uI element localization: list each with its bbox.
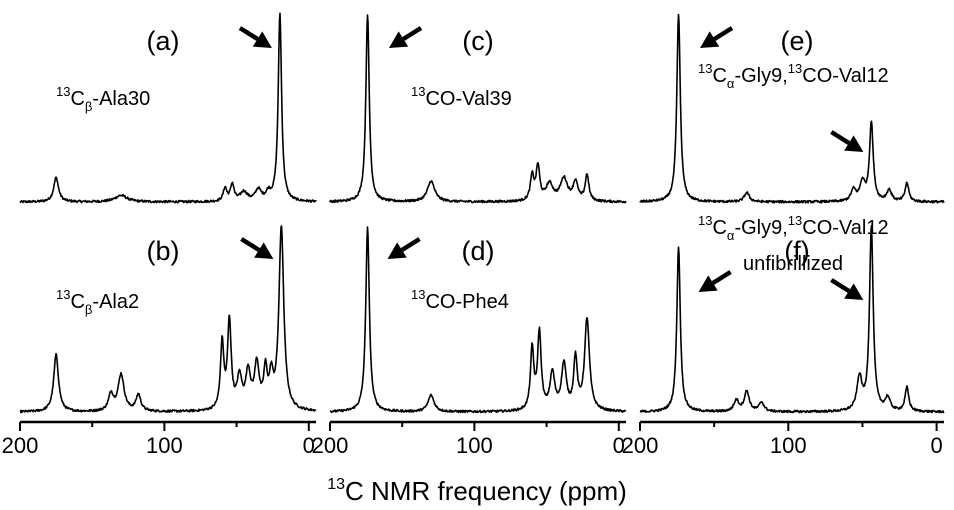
panel-letter: (a) — [147, 26, 180, 56]
peak-arrow-head — [844, 135, 864, 152]
label-text: C — [70, 291, 84, 313]
peak-arrow-head — [254, 242, 274, 259]
spectrum-line — [329, 14, 627, 204]
label-text: -Ala30 — [92, 88, 150, 110]
peak-arrow-head — [844, 283, 864, 300]
label-subscript: α — [727, 228, 735, 243]
panel-sample-label: 13​Cβ​-Ala2 — [56, 287, 139, 317]
x-axis-label-text: C NMR frequency (ppm) — [345, 476, 627, 506]
tick-label: 0 — [613, 433, 625, 458]
peak-arrow-shaft — [713, 26, 734, 41]
label-text: -Ala2 — [92, 291, 139, 313]
label-text: C — [70, 88, 84, 110]
peak-arrow-shaft — [830, 278, 851, 293]
spectrum-line — [639, 224, 945, 414]
x-axis-1: 200 100 0 — [2, 420, 316, 458]
panel-f: (f)13​Cα​-Gly9,13​CO-Val12 unfibrillized — [639, 213, 945, 414]
spectrum-line — [639, 13, 945, 204]
label-superscript: 13 — [698, 61, 712, 76]
label-superscript: 13 — [788, 61, 802, 76]
label-superscript: 13 — [411, 287, 425, 302]
tick-label: 0 — [303, 433, 315, 458]
label-superscript: 13 — [788, 213, 802, 228]
label-text: CO-Val12 — [802, 65, 888, 87]
label-subscript: α — [727, 76, 735, 91]
x-axis-label: 13C NMR frequency (ppm) — [327, 476, 627, 506]
label-subscript: β — [85, 302, 92, 317]
tick-label: 100 — [456, 433, 493, 458]
tick-label: 100 — [146, 433, 183, 458]
label-text: CO-Phe4 — [425, 291, 508, 313]
peak-arrow — [698, 270, 732, 292]
panel-letter: (f) — [784, 236, 809, 266]
panel-letter: (d) — [462, 236, 495, 266]
peak-arrow-shaft — [830, 130, 851, 145]
peak-arrow — [387, 237, 421, 259]
label-subscript: β — [85, 99, 92, 114]
label-text: -Gly9, — [734, 217, 787, 239]
panel-e: (e) 13​Cα​-Gly9,13​CO-Val12 — [639, 13, 945, 204]
label-superscript: 13 — [411, 84, 425, 99]
x-axis-3: 200 100 0 — [622, 420, 944, 458]
label-text: CO-Val39 — [425, 88, 511, 110]
label-text: C — [712, 65, 726, 87]
tick-label: 100 — [770, 433, 807, 458]
tick-label: 200 — [312, 433, 349, 458]
peak-arrow — [830, 278, 864, 300]
spectrum-line — [329, 226, 627, 414]
x-axis-2: 200 100 0 — [312, 420, 626, 458]
panel-sample-label: 13​Cα​-Gly9,13​CO-Val12 — [698, 213, 889, 243]
panel-letter: (e) — [781, 26, 814, 56]
peak-arrow-head — [700, 31, 720, 48]
peak-arrow — [388, 26, 423, 48]
peak-arrow-shaft — [711, 270, 732, 285]
peak-arrow — [238, 26, 272, 48]
label-superscript: 13 — [56, 287, 70, 302]
label-text: C — [712, 217, 726, 239]
panel-c: (c) 13​CO-Val39 — [329, 14, 627, 204]
tick-label: 200 — [2, 433, 39, 458]
label-text: -Gly9, — [734, 65, 787, 87]
panel-a: (a) 13​Cβ​-Ala30 — [19, 12, 317, 204]
spectrum-line — [19, 12, 317, 204]
peak-arrow-shaft — [400, 237, 421, 252]
label-superscript: 13 — [56, 84, 70, 99]
peak-arrow-head — [698, 275, 718, 292]
panel-sample-label-line2: unfibrillized — [743, 253, 843, 275]
peak-arrow-shaft — [240, 237, 261, 252]
panel-b: (b) 13​Cβ​-Ala2 — [19, 225, 317, 414]
panel-sample-label: 13​CO-Phe4 — [411, 287, 509, 313]
peak-arrow-shaft — [238, 26, 259, 41]
panel-letter: (c) — [462, 26, 493, 56]
peak-arrow-shaft — [402, 26, 423, 41]
panel-d: (d) 13​CO-Phe4 — [329, 226, 627, 414]
panel-sample-label: 13​Cα​-Gly9,13​CO-Val12 — [698, 61, 889, 91]
peak-arrow-head — [252, 31, 272, 48]
tick-label: 200 — [622, 433, 659, 458]
peak-arrow-head — [387, 242, 407, 259]
panel-sample-label: 13​CO-Val39 — [411, 84, 512, 110]
spectrum-line — [19, 225, 317, 414]
label-text: CO-Val12 — [802, 217, 888, 239]
panel-letter: (b) — [147, 236, 180, 266]
label-superscript: 13 — [698, 213, 712, 228]
spectra-panels: (a) 13​Cβ​-Ala30 (b) 13​Cβ​-Ala2 (c) 13​CO-Va… — [19, 12, 945, 414]
peak-arrow — [700, 26, 734, 48]
peak-arrow — [240, 237, 274, 259]
panel-sample-label: 13​Cβ​-Ala30 — [56, 84, 150, 114]
peak-arrow-head — [388, 31, 409, 48]
peak-arrow — [830, 130, 864, 152]
x-axis-label-superscript: 13 — [327, 476, 345, 493]
tick-label: 0 — [930, 433, 942, 458]
